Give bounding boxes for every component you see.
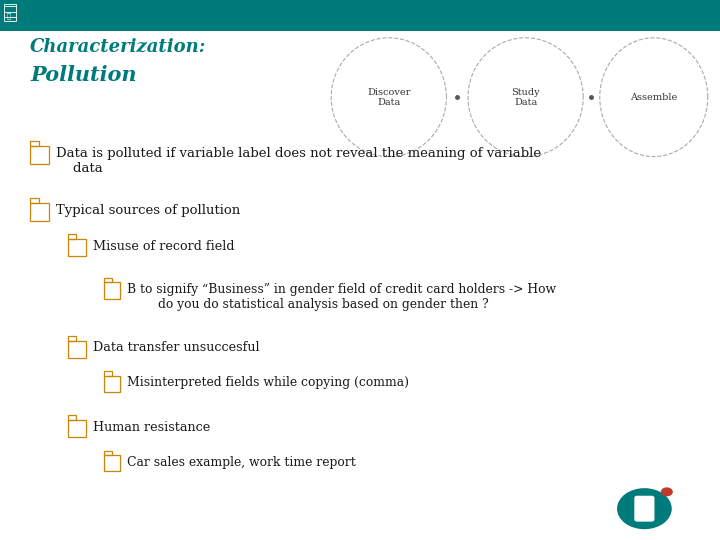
Text: Misinterpreted fields while copying (comma): Misinterpreted fields while copying (com… <box>127 376 410 389</box>
Text: Data transfer unsuccesful: Data transfer unsuccesful <box>93 341 259 354</box>
Text: Pollution: Pollution <box>30 65 137 85</box>
Text: Car sales example, work time report: Car sales example, work time report <box>127 456 356 469</box>
Circle shape <box>661 487 673 496</box>
Text: Characterization:: Characterization: <box>30 38 207 56</box>
Text: ⬛: ⬛ <box>6 12 11 19</box>
FancyBboxPatch shape <box>634 496 654 522</box>
Text: Data is polluted if variable label does not reveal the meaning of variable
    d: Data is polluted if variable label does … <box>56 147 541 175</box>
Circle shape <box>617 488 672 529</box>
Text: Discover
Data: Discover Data <box>367 87 410 107</box>
Text: Human resistance: Human resistance <box>93 421 210 434</box>
Text: Misuse of record field: Misuse of record field <box>93 240 235 253</box>
Text: Study
Data: Study Data <box>511 87 540 107</box>
Text: Assemble: Assemble <box>630 93 678 102</box>
Text: Typical sources of pollution: Typical sources of pollution <box>56 204 240 217</box>
FancyBboxPatch shape <box>0 0 720 31</box>
Text: B to signify “Business” in gender field of credit card holders -> How
        do: B to signify “Business” in gender field … <box>127 283 557 311</box>
